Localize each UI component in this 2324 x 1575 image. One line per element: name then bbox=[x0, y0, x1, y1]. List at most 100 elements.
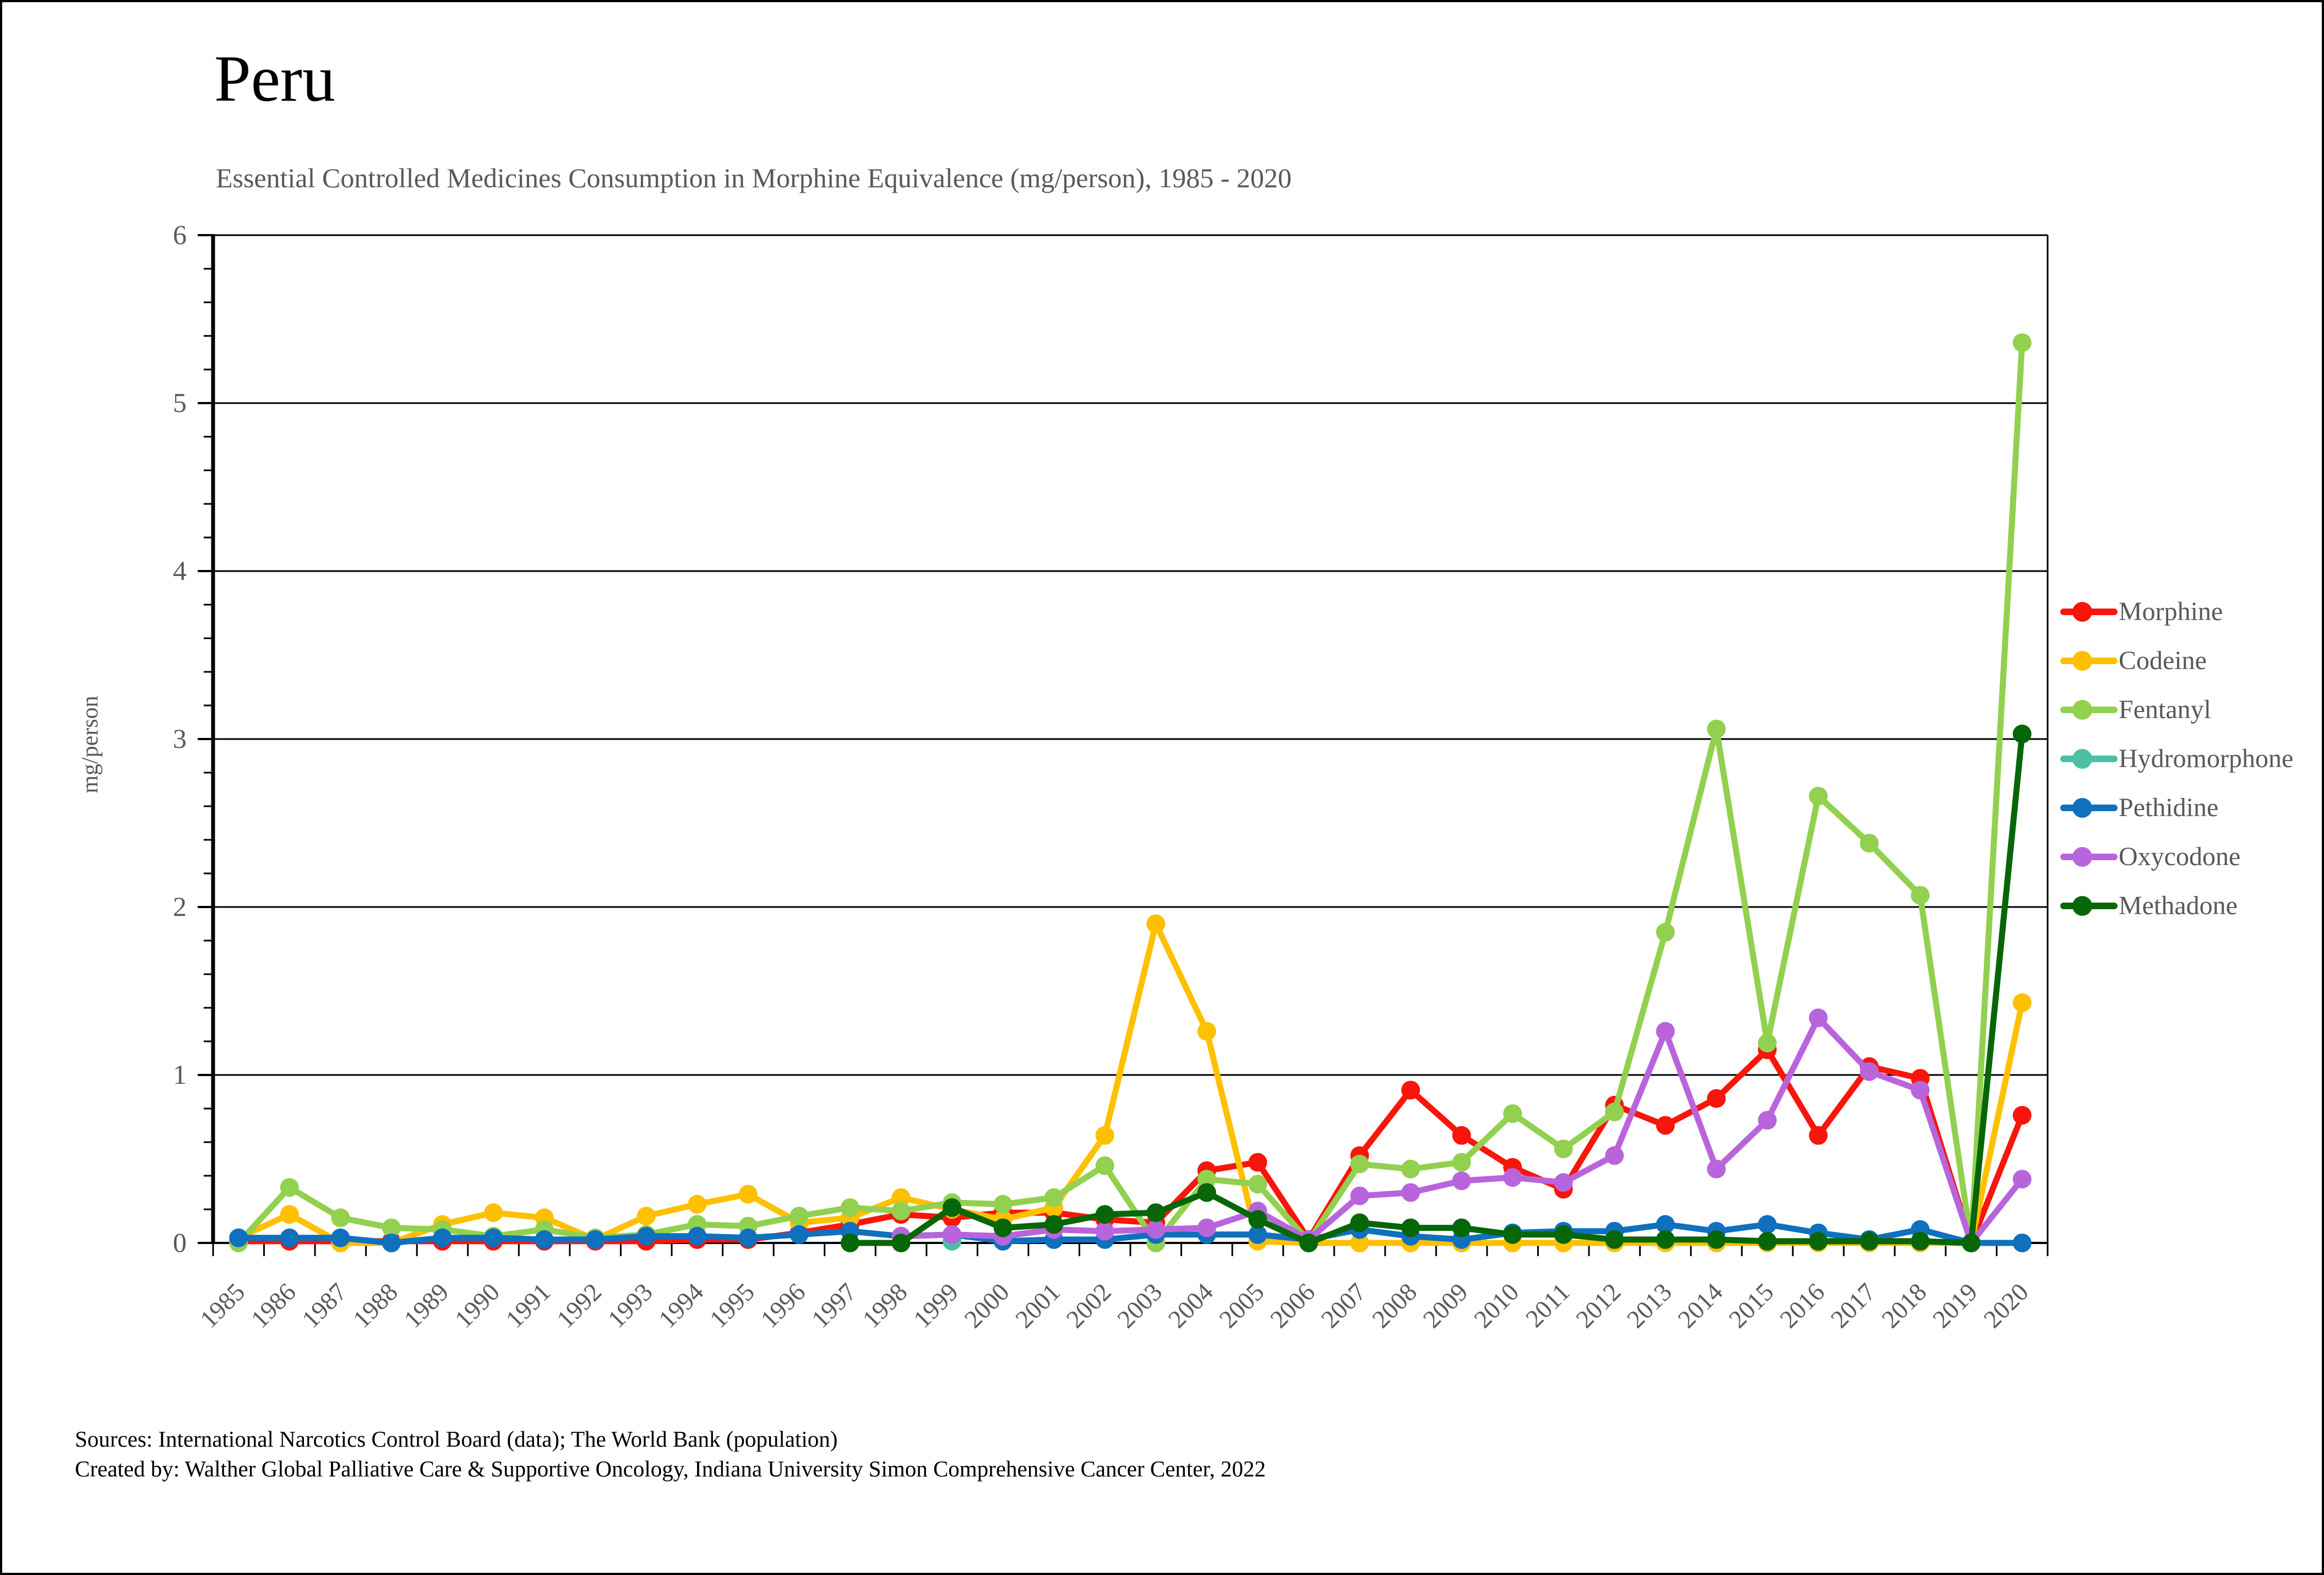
data-point-methadone-1999[interactable] bbox=[943, 1198, 962, 1217]
data-point-pethidine-1991[interactable] bbox=[535, 1230, 554, 1249]
data-point-codeine-1993[interactable] bbox=[636, 1207, 656, 1226]
data-point-morphine-2009[interactable] bbox=[1452, 1126, 1471, 1145]
data-point-morphine-2008[interactable] bbox=[1401, 1080, 1420, 1100]
data-point-codeine-1990[interactable] bbox=[484, 1203, 503, 1223]
data-point-methadone-2010[interactable] bbox=[1503, 1225, 1522, 1244]
data-point-fentanyl-2011[interactable] bbox=[1554, 1139, 1573, 1159]
legend-item-methadone[interactable]: Methadone bbox=[2060, 881, 2293, 930]
data-point-methadone-2016[interactable] bbox=[1809, 1231, 1828, 1251]
data-point-oxycodone-2007[interactable] bbox=[1350, 1186, 1369, 1205]
legend-item-hydromorphone[interactable]: Hydromorphone bbox=[2060, 734, 2293, 783]
legend-item-oxycodone[interactable]: Oxycodone bbox=[2060, 832, 2293, 881]
data-point-methadone-1997[interactable] bbox=[840, 1234, 859, 1252]
data-point-fentanyl-2008[interactable] bbox=[1401, 1159, 1420, 1178]
data-point-morphine-2016[interactable] bbox=[1809, 1126, 1828, 1145]
data-point-oxycodone-2014[interactable] bbox=[1707, 1159, 1726, 1178]
data-point-oxycodone-2017[interactable] bbox=[1860, 1062, 1879, 1081]
data-point-pethidine-2013[interactable] bbox=[1656, 1215, 1675, 1234]
legend-item-fentanyl[interactable]: Fentanyl bbox=[2060, 685, 2293, 734]
data-point-oxycodone-1999[interactable] bbox=[943, 1225, 962, 1244]
data-point-fentanyl-2002[interactable] bbox=[1095, 1156, 1114, 1175]
data-point-methadone-2006[interactable] bbox=[1299, 1234, 1318, 1252]
data-point-pethidine-1985[interactable] bbox=[229, 1228, 248, 1247]
data-point-codeine-1995[interactable] bbox=[738, 1185, 758, 1204]
data-point-fentanyl-1986[interactable] bbox=[280, 1178, 299, 1197]
data-point-methadone-2005[interactable] bbox=[1248, 1210, 1267, 1229]
data-point-methadone-2014[interactable] bbox=[1707, 1230, 1726, 1249]
data-point-morphine-2020[interactable] bbox=[2012, 1106, 2032, 1125]
data-point-pethidine-1996[interactable] bbox=[790, 1225, 809, 1244]
data-point-codeine-1986[interactable] bbox=[280, 1205, 299, 1224]
data-point-methadone-2001[interactable] bbox=[1044, 1215, 1064, 1234]
data-point-methadone-2012[interactable] bbox=[1605, 1230, 1624, 1249]
data-point-oxycodone-2012[interactable] bbox=[1605, 1146, 1624, 1165]
data-point-codeine-2007[interactable] bbox=[1350, 1234, 1369, 1252]
data-point-oxycodone-2011[interactable] bbox=[1554, 1173, 1573, 1192]
data-point-oxycodone-2003[interactable] bbox=[1146, 1220, 1166, 1239]
data-point-methadone-2019[interactable] bbox=[1962, 1234, 1981, 1252]
data-point-oxycodone-2018[interactable] bbox=[1911, 1080, 1930, 1100]
data-point-fentanyl-2009[interactable] bbox=[1452, 1153, 1471, 1172]
data-point-fentanyl-2013[interactable] bbox=[1656, 922, 1675, 942]
data-point-methadone-1998[interactable] bbox=[891, 1234, 911, 1252]
data-point-fentanyl-1996[interactable] bbox=[790, 1207, 809, 1226]
data-point-oxycodone-2020[interactable] bbox=[2012, 1170, 2032, 1189]
data-point-morphine-2014[interactable] bbox=[1707, 1089, 1726, 1108]
data-point-oxycodone-2004[interactable] bbox=[1197, 1218, 1216, 1237]
data-point-fentanyl-2020[interactable] bbox=[2012, 333, 2032, 352]
data-point-methadone-2017[interactable] bbox=[1860, 1231, 1879, 1251]
data-point-pethidine-2015[interactable] bbox=[1757, 1215, 1777, 1234]
data-point-methadone-2009[interactable] bbox=[1452, 1218, 1471, 1237]
legend-item-morphine[interactable]: Morphine bbox=[2060, 587, 2293, 636]
data-point-oxycodone-2002[interactable] bbox=[1095, 1221, 1114, 1241]
data-point-codeine-2002[interactable] bbox=[1095, 1126, 1114, 1145]
data-point-pethidine-1995[interactable] bbox=[738, 1228, 758, 1247]
data-point-pethidine-2005[interactable] bbox=[1248, 1225, 1267, 1244]
data-point-fentanyl-2018[interactable] bbox=[1911, 886, 1930, 905]
data-point-fentanyl-1998[interactable] bbox=[891, 1202, 911, 1221]
data-point-fentanyl-1997[interactable] bbox=[840, 1198, 859, 1217]
data-point-fentanyl-2016[interactable] bbox=[1809, 786, 1828, 806]
data-point-fentanyl-2004[interactable] bbox=[1197, 1170, 1216, 1189]
data-point-methadone-2003[interactable] bbox=[1146, 1203, 1166, 1223]
data-point-fentanyl-2012[interactable] bbox=[1605, 1102, 1624, 1122]
data-point-oxycodone-2016[interactable] bbox=[1809, 1008, 1828, 1028]
data-point-fentanyl-2007[interactable] bbox=[1350, 1154, 1369, 1174]
data-point-fentanyl-2005[interactable] bbox=[1248, 1175, 1267, 1194]
data-point-pethidine-1994[interactable] bbox=[688, 1226, 707, 1246]
legend-item-pethidine[interactable]: Pethidine bbox=[2060, 783, 2293, 832]
data-point-methadone-2007[interactable] bbox=[1350, 1213, 1369, 1232]
data-point-fentanyl-1987[interactable] bbox=[331, 1208, 350, 1228]
data-point-codeine-2003[interactable] bbox=[1146, 914, 1166, 933]
data-point-methadone-2008[interactable] bbox=[1401, 1218, 1420, 1237]
data-point-pethidine-1988[interactable] bbox=[382, 1234, 401, 1252]
data-point-fentanyl-2014[interactable] bbox=[1707, 719, 1726, 738]
data-point-fentanyl-2000[interactable] bbox=[993, 1194, 1013, 1214]
data-point-fentanyl-2001[interactable] bbox=[1044, 1188, 1064, 1207]
legend-item-codeine[interactable]: Codeine bbox=[2060, 636, 2293, 685]
data-point-codeine-1998[interactable] bbox=[891, 1188, 911, 1207]
data-point-fentanyl-2015[interactable] bbox=[1757, 1034, 1777, 1052]
data-point-methadone-2015[interactable] bbox=[1757, 1231, 1777, 1251]
data-point-pethidine-1987[interactable] bbox=[331, 1228, 350, 1247]
data-point-fentanyl-2010[interactable] bbox=[1503, 1104, 1522, 1123]
data-point-methadone-2004[interactable] bbox=[1197, 1183, 1216, 1202]
data-point-methadone-2011[interactable] bbox=[1554, 1225, 1573, 1244]
data-point-methadone-2013[interactable] bbox=[1656, 1230, 1675, 1249]
data-point-pethidine-1989[interactable] bbox=[433, 1228, 452, 1247]
data-point-oxycodone-2009[interactable] bbox=[1452, 1171, 1471, 1191]
data-point-oxycodone-2010[interactable] bbox=[1503, 1168, 1522, 1187]
data-point-methadone-2000[interactable] bbox=[993, 1218, 1013, 1237]
data-point-methadone-2002[interactable] bbox=[1095, 1205, 1114, 1224]
data-point-fentanyl-2017[interactable] bbox=[1860, 834, 1879, 853]
data-point-morphine-2013[interactable] bbox=[1656, 1116, 1675, 1135]
data-point-codeine-2004[interactable] bbox=[1197, 1022, 1216, 1041]
data-point-oxycodone-2008[interactable] bbox=[1401, 1183, 1420, 1202]
data-point-oxycodone-2015[interactable] bbox=[1757, 1111, 1777, 1130]
data-point-fentanyl-1988[interactable] bbox=[382, 1218, 401, 1237]
data-point-codeine-1994[interactable] bbox=[688, 1194, 707, 1214]
data-point-codeine-2020[interactable] bbox=[2012, 993, 2032, 1012]
data-point-pethidine-2020[interactable] bbox=[2012, 1234, 2032, 1252]
data-point-pethidine-1986[interactable] bbox=[280, 1228, 299, 1247]
data-point-pethidine-1990[interactable] bbox=[484, 1228, 503, 1247]
